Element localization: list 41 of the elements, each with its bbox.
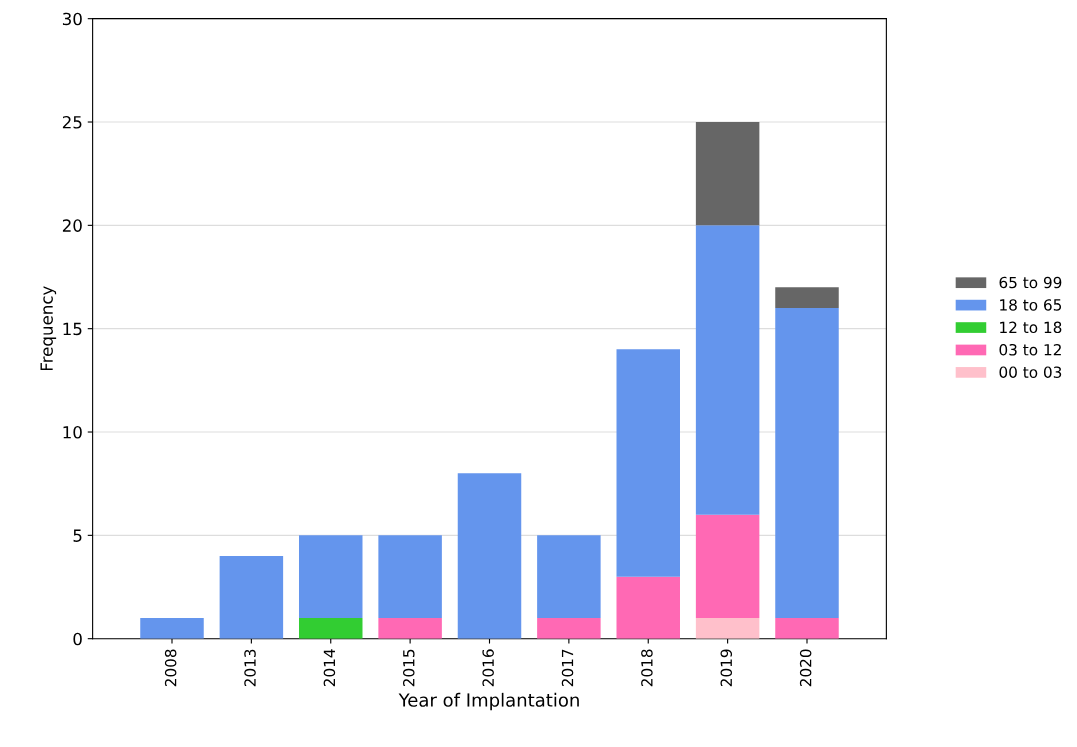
- bar: [775, 618, 839, 639]
- x-axis-title: Year of Implantation: [398, 692, 579, 711]
- legend-label: 00 to 03: [999, 366, 1062, 378]
- bar: [695, 122, 760, 226]
- x-tick-label: 2018: [641, 649, 653, 687]
- bar: [457, 473, 522, 639]
- y-tick-label: 5: [73, 529, 82, 542]
- x-tick-label: 2016: [482, 649, 494, 687]
- x-tick-label: 2017: [561, 649, 574, 687]
- bar: [378, 535, 442, 619]
- bar: [695, 225, 760, 515]
- x-tick-label: 2008: [164, 649, 177, 687]
- x-tick-label: 2014: [323, 649, 336, 687]
- legend-label: 65 to 99: [999, 276, 1062, 289]
- bar: [616, 576, 680, 639]
- y-tick-label: 25: [62, 115, 82, 129]
- legend-label: 03 to 12: [999, 343, 1061, 356]
- x-tick-label: 2013: [244, 649, 256, 687]
- bar: [775, 287, 839, 309]
- bar: [299, 535, 363, 619]
- bar: [537, 618, 601, 639]
- y-tick-label: 0: [73, 632, 82, 646]
- y-axis-title: Frequency: [40, 286, 57, 371]
- x-tick-label: 2019: [720, 649, 733, 687]
- bar: [140, 618, 204, 639]
- bar: [378, 618, 442, 639]
- x-tick-label: 2020: [799, 649, 812, 687]
- bar: [775, 308, 839, 619]
- y-tick-label: 20: [62, 219, 82, 232]
- bar: [695, 618, 760, 639]
- bar: [219, 556, 284, 639]
- y-tick-label: 15: [63, 322, 82, 336]
- y-tick-label: 30: [62, 12, 82, 26]
- bar: [537, 535, 601, 619]
- bar: [616, 349, 680, 577]
- bar: [695, 514, 760, 619]
- y-tick-label: 10: [63, 425, 82, 439]
- x-tick-label: 2015: [403, 649, 415, 687]
- legend-label: 18 to 65: [1000, 299, 1062, 311]
- legend-label: 12 to 18: [1000, 321, 1062, 334]
- bar: [299, 618, 363, 639]
